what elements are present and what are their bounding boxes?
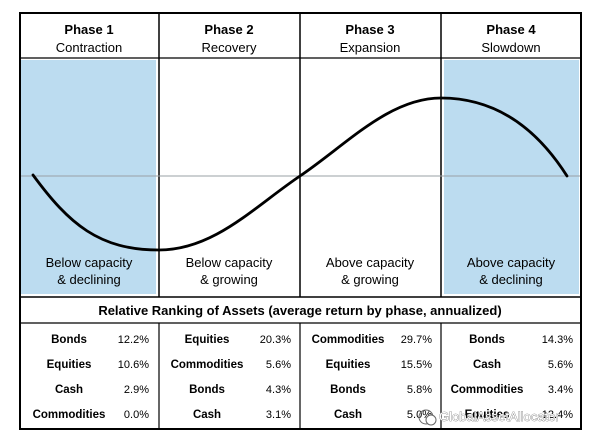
rank-asset: Commodities [451,384,524,396]
rank-asset: Cash [473,359,501,371]
wechat-icon-inner [425,414,437,426]
ranking-title: Relative Ranking of Assets (average retu… [98,303,501,318]
rank-value: 15.5% [401,359,432,371]
rank-value: 5.6% [548,359,573,371]
rank-asset: Cash [55,384,83,396]
phase-2-title: Phase 2 [204,22,253,37]
rank-asset: Bonds [189,384,225,396]
rank-value: 4.3% [266,384,291,396]
rank-value: 5.8% [407,384,432,396]
business-cycle-diagram: Phase 1 Contraction Phase 2 Recovery Pha… [19,12,582,430]
phase-1-caption-line-2: & declining [57,272,121,287]
phase-3-caption-line-1: Above capacity [326,255,415,270]
rank-asset: Equities [185,334,230,346]
rank-asset: Equities [465,409,510,421]
rank-asset: Commodities [312,334,385,346]
rank-asset: Commodities [33,409,106,421]
phase-3-subtitle: Expansion [340,40,401,55]
phase-1-title: Phase 1 [64,22,113,37]
phase-4-caption-line-1: Above capacity [467,255,556,270]
rank-asset: Bonds [330,384,366,396]
phase-2-caption-line-2: & growing [200,272,258,287]
phase-4-title: Phase 4 [486,22,536,37]
watermark: GlobalAssetAllocator [418,409,561,426]
rank-asset: Bonds [469,334,505,346]
rank-asset: Bonds [51,334,87,346]
rank-value: 3.4% [548,384,573,396]
rank-asset: Equities [47,359,92,371]
phase-4-caption-line-2: & declining [479,272,543,287]
rank-value: 12.2% [118,334,149,346]
phase-1-subtitle: Contraction [56,40,122,55]
rank-value: 10.6% [118,359,149,371]
phase-2-subtitle: Recovery [202,40,257,55]
rank-value: 29.7% [401,334,432,346]
rank-value: 0.0% [124,409,149,421]
phase-1-shade [21,60,156,294]
rank-value: 20.3% [260,334,291,346]
rank-asset: Cash [334,409,362,421]
rank-value: 5.6% [266,359,291,371]
rank-value: 12.4% [542,409,573,421]
rank-asset: Cash [193,409,221,421]
rank-value: 14.3% [542,334,573,346]
phase-3-caption-line-2: & growing [341,272,399,287]
business-cycle-curve [31,96,569,252]
rank-asset: Commodities [171,359,244,371]
rank-value: 3.1% [266,409,291,421]
phase-2-caption-line-1: Below capacity [186,255,273,270]
rank-value: 2.9% [124,384,149,396]
phase-1-caption-line-1: Below capacity [46,255,133,270]
watermark-text: GlobalAssetAllocator [439,409,560,424]
rank-asset: Equities [326,359,371,371]
phase-3-title: Phase 3 [345,22,394,37]
phase-4-subtitle: Slowdown [481,40,540,55]
